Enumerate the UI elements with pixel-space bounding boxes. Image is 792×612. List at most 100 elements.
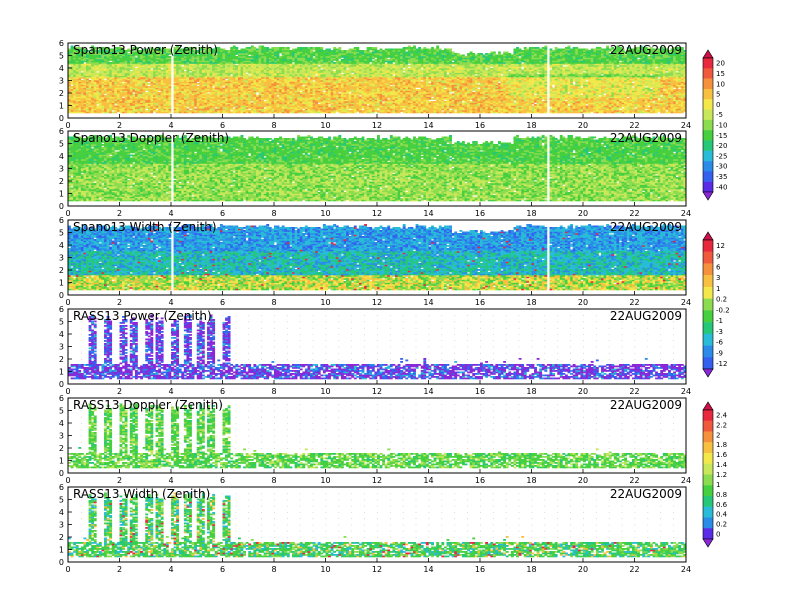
heatmap-cell [104, 95, 107, 97]
heatmap-cell [261, 46, 264, 48]
heatmap-cell [331, 50, 334, 52]
heatmap-cell [287, 47, 290, 49]
heatmap-cell [130, 71, 133, 73]
heatmap-cell [150, 70, 153, 72]
heatmap-cell [248, 56, 251, 58]
heatmap-cell [109, 62, 112, 64]
heatmap-cell [246, 47, 249, 49]
heatmap-cell [197, 86, 200, 88]
heatmap-cell [279, 56, 282, 58]
heatmap-cell [274, 47, 277, 49]
heatmap-cell [148, 86, 151, 88]
heatmap-cell [333, 62, 336, 64]
heatmap-cell [161, 70, 164, 72]
heatmap-cell [256, 49, 259, 51]
heatmap-cell [305, 47, 308, 49]
heatmap-cell [248, 110, 251, 112]
heatmap-cell [197, 83, 200, 85]
heatmap-cell [313, 82, 316, 84]
heatmap-cell [292, 64, 295, 66]
heatmap-cell [215, 109, 218, 111]
heatmap-cell [225, 50, 228, 52]
heatmap-cell [233, 109, 236, 111]
heatmap-cell [297, 47, 300, 49]
heatmap-cell [96, 106, 99, 108]
heatmap-cell [333, 71, 336, 73]
heatmap-cell [158, 92, 161, 94]
heatmap-cell [264, 109, 267, 111]
heatmap-cell [132, 94, 135, 96]
heatmap-cell [300, 47, 303, 49]
heatmap-cell [235, 65, 238, 67]
heatmap-cell [253, 47, 256, 49]
heatmap-cell [282, 47, 285, 49]
heatmap-cell [328, 49, 331, 51]
heatmap-cell [112, 112, 115, 114]
heatmap-cell [238, 50, 241, 52]
heatmap-cell [243, 49, 246, 51]
heatmap-cell [230, 47, 233, 49]
heatmap-cell [189, 110, 192, 112]
heatmap-cell [266, 47, 269, 49]
heatmap-cell [246, 74, 249, 76]
heatmap-cell [302, 86, 305, 88]
heatmap-cell [284, 47, 287, 49]
heatmap-cell [230, 76, 233, 78]
heatmap-cell [145, 92, 148, 94]
heatmap-cell [264, 101, 267, 103]
heatmap-cell [318, 47, 321, 49]
heatmap-cell [220, 49, 223, 51]
heatmap-cell [135, 68, 138, 70]
heatmap-cell [207, 94, 210, 96]
heatmap-cell [269, 49, 272, 51]
heatmap-cell [241, 49, 244, 51]
heatmap-cell [302, 110, 305, 112]
heatmap-cell [264, 47, 267, 49]
heatmap-cell [248, 47, 251, 49]
heatmap-cell [289, 50, 292, 52]
heatmap-cell [230, 112, 233, 114]
heatmap-cell [307, 79, 310, 81]
heatmap-cell [148, 83, 151, 85]
heatmap-cell [96, 73, 99, 75]
heatmap-cell [251, 103, 254, 105]
heatmap-cell [83, 64, 86, 66]
heatmap-cell [81, 73, 84, 75]
heatmap-cell [122, 83, 125, 85]
heatmap-cell [277, 97, 280, 99]
heatmap-cell [271, 47, 274, 49]
heatmap-cell [259, 46, 262, 48]
heatmap-cell [256, 95, 259, 97]
heatmap-cell [156, 110, 159, 112]
heatmap-cell [235, 47, 238, 49]
heatmap-cell [186, 109, 189, 111]
heatmap-cell [71, 86, 74, 88]
heatmap-cell [89, 80, 92, 82]
heatmap-cell [328, 106, 331, 108]
heatmap-cell [315, 47, 318, 49]
heatmap-cell [81, 80, 84, 82]
heatmap-cell [228, 50, 231, 52]
heatmap-cell [310, 47, 313, 49]
heatmap-cell [233, 46, 236, 48]
heatmap-cell [279, 47, 282, 49]
heatmap-cell [145, 110, 148, 112]
heatmap-cell [320, 47, 323, 49]
heatmap-cell [104, 80, 107, 82]
heatmap-cell [292, 49, 295, 51]
heatmap-cell [189, 73, 192, 75]
heatmap-cell [135, 58, 138, 60]
heatmap-cell [248, 76, 251, 78]
heatmap-cell [320, 70, 323, 72]
heatmap-cell [184, 71, 187, 73]
heatmap-cell [302, 47, 305, 49]
heatmap-cell [315, 76, 318, 78]
heatmap-cell [235, 56, 238, 58]
heatmap-cell [114, 106, 117, 108]
heatmap-cell [313, 47, 316, 49]
heatmap-cell [323, 50, 326, 52]
heatmap-cell [122, 98, 125, 100]
heatmap-cell [251, 46, 254, 48]
heatmap-cell [225, 80, 228, 82]
